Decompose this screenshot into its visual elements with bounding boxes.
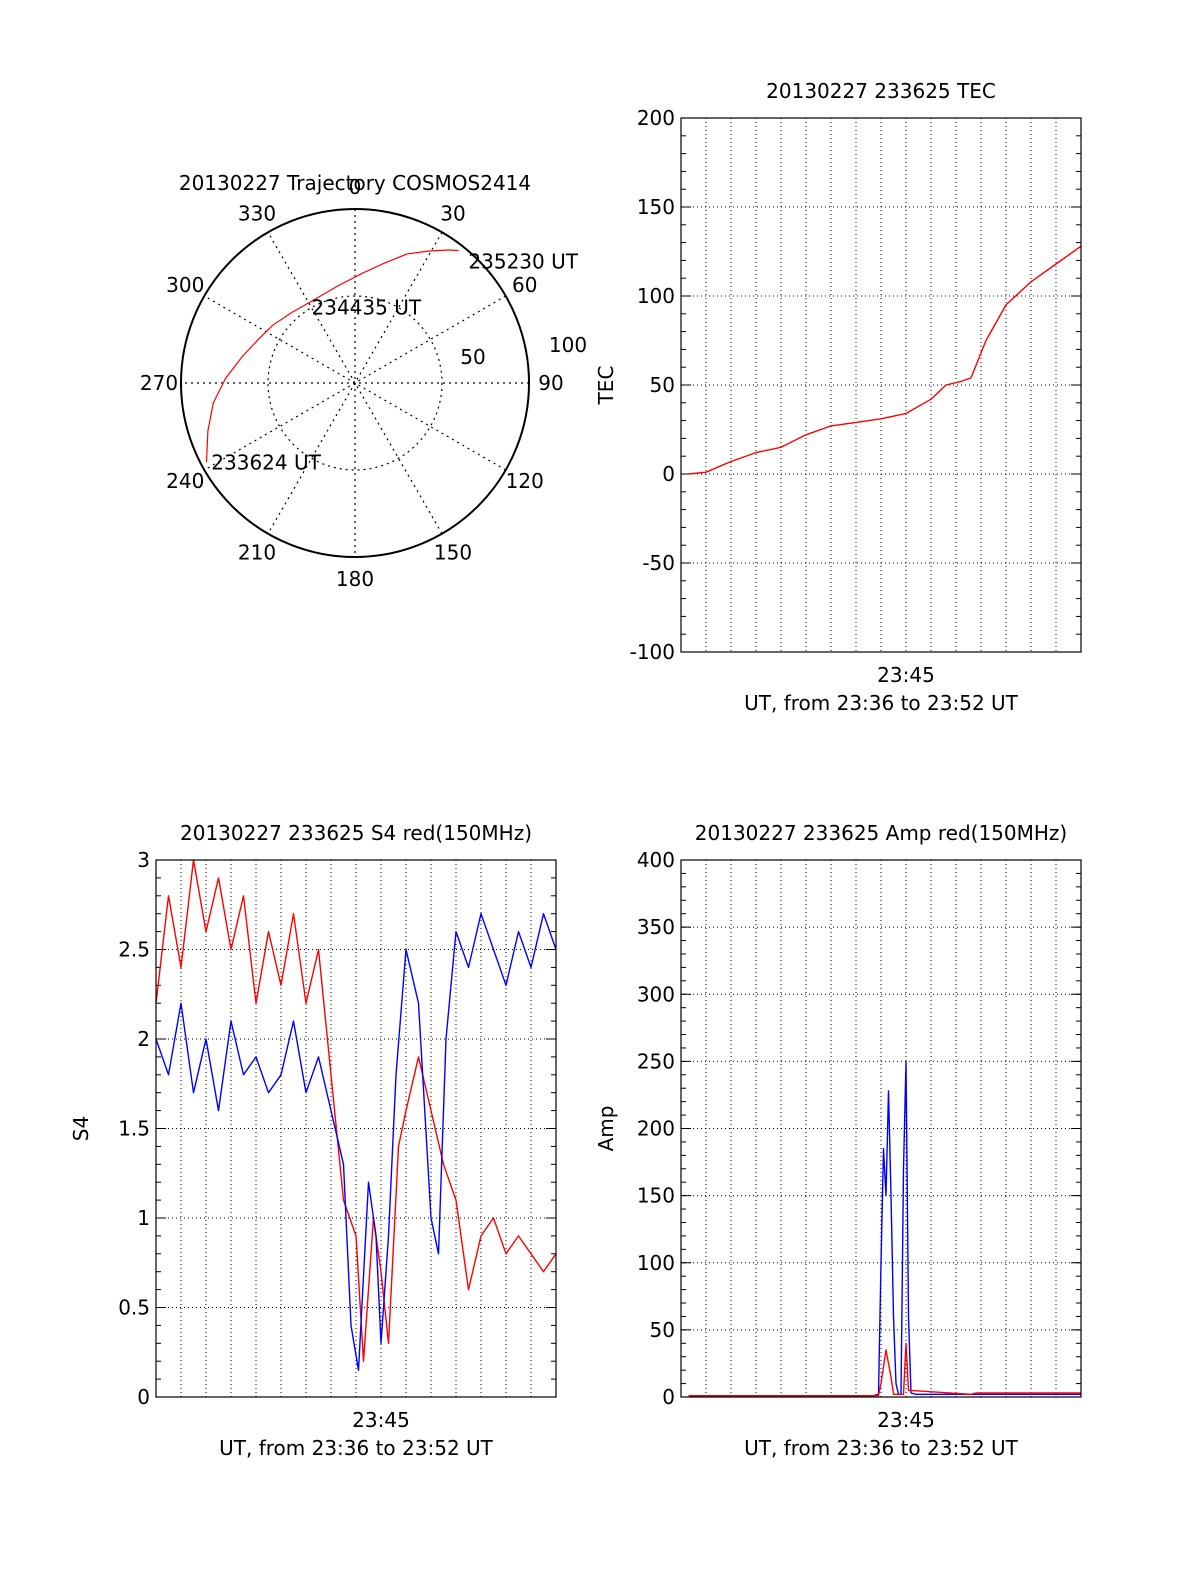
- polar-azimuth-label: 270: [140, 371, 178, 395]
- y-tick-label: 2.5: [118, 938, 150, 962]
- polar-radial-label-50: 50: [460, 345, 485, 369]
- polar-azimuth-label: 330: [238, 201, 276, 225]
- polar-elevation-50-circle: [267, 295, 443, 471]
- y-tick-label: 100: [637, 284, 675, 308]
- y-tick-label: 300: [637, 982, 675, 1006]
- y-tick-label: 50: [650, 373, 675, 397]
- y-tick-label: 0: [137, 1385, 150, 1409]
- y-tick-label: 2: [137, 1027, 150, 1051]
- y-tick-label: 0.5: [118, 1296, 150, 1320]
- y-tick-label: 150: [637, 1184, 675, 1208]
- y-tick-label: 0: [662, 462, 675, 486]
- y-tick-label: -50: [642, 551, 675, 575]
- plot-frame: [680, 859, 1082, 1398]
- chart-title: 20130227 233625 TEC: [766, 79, 996, 103]
- polar-azimuth-label: 0: [349, 175, 362, 199]
- y-tick-label: -100: [630, 640, 675, 664]
- data-series-line: [155, 859, 557, 1362]
- polar-trajectory-chart: 20130227 Trajectory COSMOS2414 0 30 60 90 12…: [140, 171, 587, 591]
- polar-azimuth-label: 300: [166, 273, 204, 297]
- polar-spoke: [267, 232, 443, 534]
- x-tick-label: 23:45: [352, 1408, 410, 1432]
- polar-chart-title: 20130227 Trajectory COSMOS2414: [179, 171, 531, 195]
- x-axis-label: UT, from 23:36 to 23:52 UT: [219, 1436, 494, 1460]
- polar-azimuth-spokes: [181, 209, 529, 557]
- polar-azimuth-label: 120: [506, 469, 544, 493]
- polar-radial-label-100: 100: [549, 333, 587, 357]
- y-tick-label: 100: [637, 1251, 675, 1275]
- polar-trajectory-annotation: 233624 UT: [211, 451, 321, 475]
- y-tick-label: 200: [637, 106, 675, 130]
- y-tick-label: 350: [637, 915, 675, 939]
- x-tick-label: 23:45: [877, 1408, 935, 1432]
- polar-azimuth-label: 180: [336, 567, 374, 591]
- polar-trajectory-line: [205, 249, 459, 463]
- polar-annotations: 233624 UT 234435 UT 235230 UT: [211, 249, 578, 474]
- y-tick-label: 1.5: [118, 1117, 150, 1141]
- y-tick-label: 250: [637, 1049, 675, 1073]
- polar-azimuth-label: 90: [538, 371, 563, 395]
- polar-trajectory-annotation: 234435 UT: [312, 296, 422, 320]
- chart-title: 20130227 233625 Amp red(150MHz): [695, 821, 1067, 845]
- x-axis-label: UT, from 23:36 to 23:52 UT: [744, 1436, 1019, 1460]
- y-tick-label: 1: [137, 1206, 150, 1230]
- polar-azimuth-label: 240: [166, 469, 204, 493]
- plot-frame: [680, 117, 1082, 653]
- y-tick-label: 50: [650, 1318, 675, 1342]
- y-tick-label: 3: [137, 848, 150, 872]
- data-series-line: [155, 913, 557, 1371]
- polar-azimuth-label: 210: [238, 541, 276, 565]
- y-axis-label: Amp: [594, 1106, 618, 1152]
- y-tick-label: 0: [662, 1385, 675, 1409]
- polar-azimuth-label: 30: [440, 201, 465, 225]
- polar-trajectory-annotation: 235230 UT: [468, 249, 578, 273]
- x-axis-label: UT, from 23:36 to 23:52 UT: [744, 691, 1019, 715]
- polar-azimuth-label: 60: [512, 273, 537, 297]
- x-tick-label: 23:45: [877, 663, 935, 687]
- s4-chart: 20130227 233625 S4 red(150MHz) 3 2.5 2 1.5 1 0…: [69, 821, 557, 1460]
- data-series-line: [688, 1060, 1081, 1397]
- data-series-line: [688, 245, 1082, 475]
- y-tick-label: 400: [637, 848, 675, 872]
- y-axis-label: TEC: [594, 366, 618, 406]
- y-axis-label: S4: [69, 1116, 93, 1141]
- y-tick-label: 200: [637, 1117, 675, 1141]
- amp-chart: 20130227 233625 Amp red(150MHz) 400 350 300…: [594, 821, 1082, 1460]
- polar-azimuth-label: 150: [434, 541, 472, 565]
- plot-frame: [155, 859, 557, 1398]
- polar-azimuth-labels: 0 30 60 90 120 150 180 210 240 270 300 330: [140, 175, 564, 591]
- data-series-line: [688, 1342, 1081, 1397]
- chart-title: 20130227 233625 S4 red(150MHz): [180, 821, 532, 845]
- tec-chart: 20130227 233625 TEC 200 150 100 50 0 -50 -100 23…: [594, 79, 1082, 715]
- y-tick-label: 150: [637, 195, 675, 219]
